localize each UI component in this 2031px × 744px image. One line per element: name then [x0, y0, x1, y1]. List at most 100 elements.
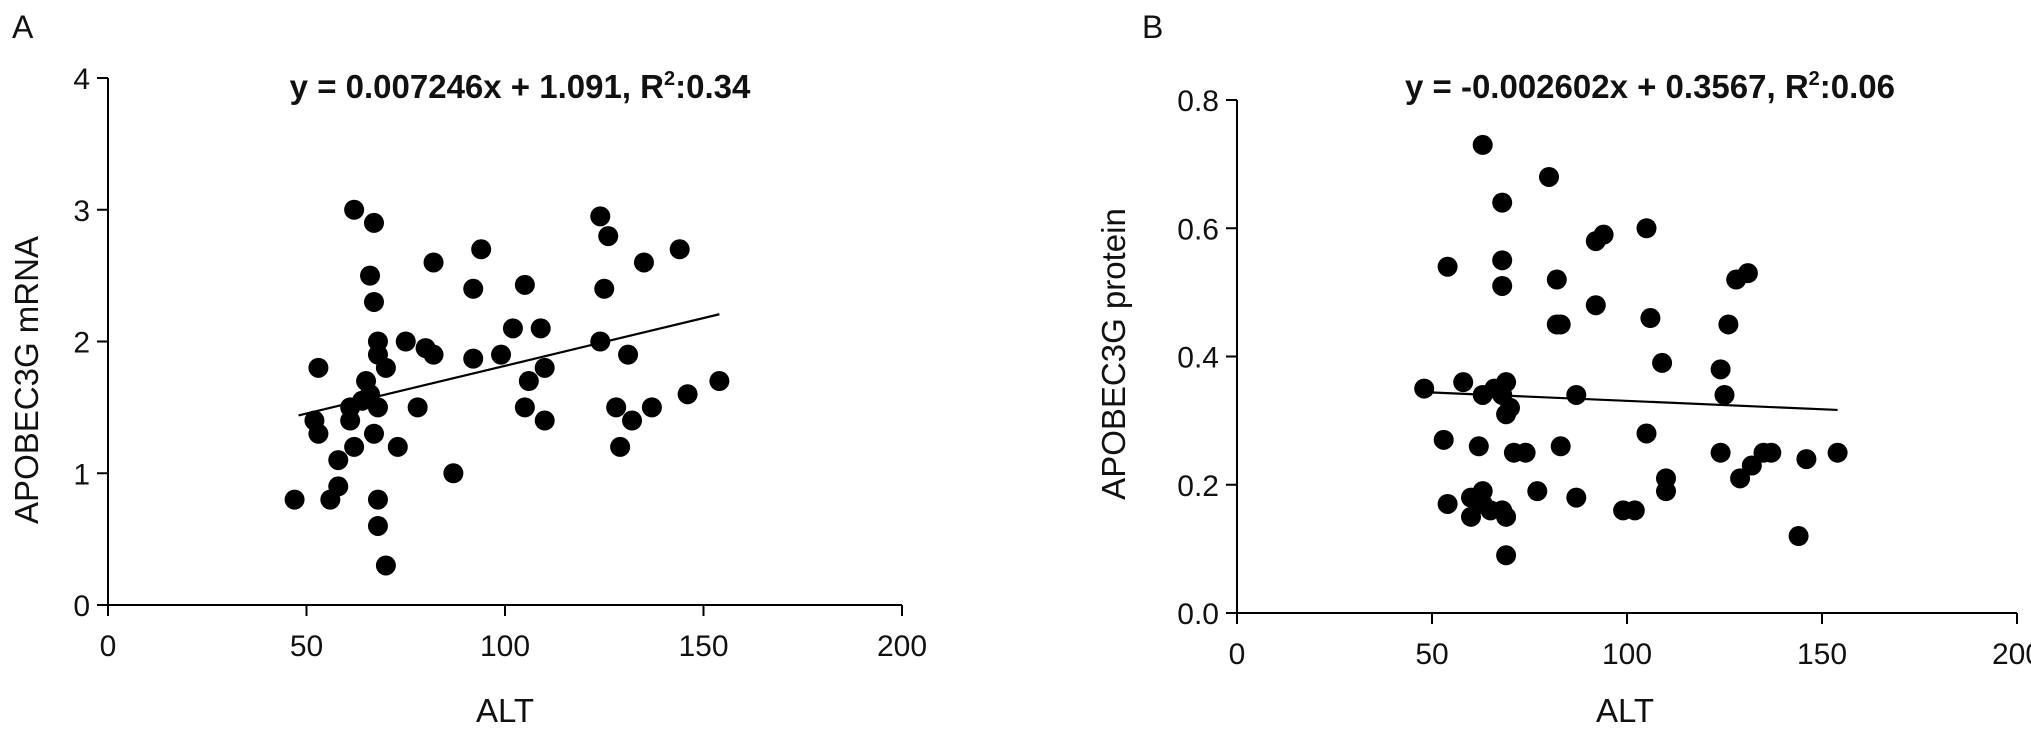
data-point: [491, 344, 512, 365]
data-point: [1492, 250, 1513, 271]
data-point: [1433, 429, 1454, 450]
data-point: [1550, 314, 1571, 335]
data-point: [709, 371, 730, 392]
data-point: [534, 410, 555, 431]
data-point: [1496, 506, 1517, 527]
data-point: [360, 265, 381, 286]
x-ticks-b: 0 50 100 150 200: [1229, 613, 2031, 671]
data-point: [308, 423, 329, 444]
data-point: [1640, 308, 1661, 329]
data-point: [375, 357, 396, 378]
data-point: [387, 436, 408, 457]
data-point: [598, 226, 619, 247]
data-point: [344, 199, 365, 220]
data-point: [641, 397, 662, 418]
data-point: [1461, 506, 1481, 527]
data-point: [443, 463, 464, 484]
data-point: [1492, 192, 1513, 213]
data-point: [463, 278, 484, 299]
data-point: [1437, 256, 1458, 277]
panel-label-a: A: [12, 9, 34, 45]
data-point: [1546, 269, 1567, 290]
data-points-a: [284, 199, 730, 576]
data-point: [534, 357, 555, 378]
data-point: [1624, 500, 1645, 521]
y-tick-label: 0.2: [1177, 470, 1219, 503]
x-tick-label: 200: [877, 630, 927, 663]
data-point: [1741, 455, 1762, 476]
data-point: [367, 489, 388, 510]
data-point: [344, 436, 365, 457]
data-point: [423, 344, 444, 365]
data-point: [514, 397, 535, 418]
data-point: [1414, 378, 1435, 399]
x-tick-label: 100: [1602, 638, 1652, 671]
data-point: [407, 397, 428, 418]
data-point: [1437, 493, 1458, 514]
data-point: [1652, 352, 1673, 373]
x-axis-label-a: ALT: [476, 692, 534, 729]
data-point: [1636, 423, 1657, 444]
data-point: [328, 450, 349, 471]
x-tick-label: 100: [480, 630, 530, 663]
data-point: [1737, 263, 1758, 284]
data-point: [367, 515, 388, 536]
data-points-b: [1414, 134, 1848, 566]
y-tick-label: 3: [73, 195, 90, 228]
data-point: [1496, 545, 1517, 566]
data-point: [471, 239, 492, 260]
data-point: [1496, 372, 1517, 393]
data-point: [1527, 481, 1548, 502]
data-point: [1468, 436, 1489, 457]
data-point: [423, 252, 444, 273]
data-point: [375, 555, 396, 576]
x-tick-label: 50: [1415, 638, 1448, 671]
x-tick-label: 50: [290, 630, 323, 663]
data-point: [1710, 359, 1731, 380]
data-point: [1593, 224, 1614, 245]
data-point: [622, 410, 643, 431]
data-point: [530, 318, 551, 339]
panel-b: B y = -0.002602x + 0.3567, R2:0.06 APOBE…: [1095, 9, 2031, 729]
regression-equation-a: y = 0.007246x + 1.091, R2:0.34: [290, 68, 751, 105]
data-point: [284, 489, 305, 510]
data-point: [1566, 487, 1587, 508]
y-tick-label: 0.6: [1177, 213, 1219, 246]
x-tick-label: 150: [1797, 638, 1847, 671]
data-point: [514, 274, 535, 295]
y-tick-label: 0.0: [1177, 598, 1219, 631]
data-point: [518, 371, 539, 392]
data-point: [594, 278, 615, 299]
data-point: [395, 331, 416, 352]
y-axis-label-b: APOBEC3G protein: [1095, 208, 1132, 500]
data-point: [363, 423, 384, 444]
y-tick-label: 2: [73, 327, 90, 360]
y-tick-label: 0.4: [1177, 342, 1219, 375]
y-ticks-b: 0.0 0.2 0.4 0.6 0.8: [1177, 85, 1237, 631]
data-point: [610, 436, 631, 457]
data-point: [367, 397, 388, 418]
data-point: [1730, 468, 1751, 489]
data-point: [1566, 384, 1587, 405]
data-point: [606, 397, 627, 418]
data-point: [1472, 134, 1493, 155]
data-point: [1492, 275, 1513, 296]
data-point: [1515, 442, 1536, 463]
data-point: [633, 252, 654, 273]
data-point: [1585, 295, 1606, 316]
data-point: [618, 344, 639, 365]
data-point: [1656, 481, 1676, 502]
data-point: [502, 318, 523, 339]
data-point: [1714, 384, 1735, 405]
data-point: [328, 476, 349, 497]
x-ticks-a: 0 50 100 150 200: [100, 605, 927, 663]
data-point: [1500, 397, 1520, 418]
data-point: [363, 291, 384, 312]
data-point: [669, 239, 690, 260]
data-point: [463, 348, 484, 369]
y-tick-label: 0.8: [1177, 85, 1219, 118]
data-point: [677, 384, 698, 405]
data-point: [1710, 442, 1731, 463]
data-point: [1550, 436, 1571, 457]
